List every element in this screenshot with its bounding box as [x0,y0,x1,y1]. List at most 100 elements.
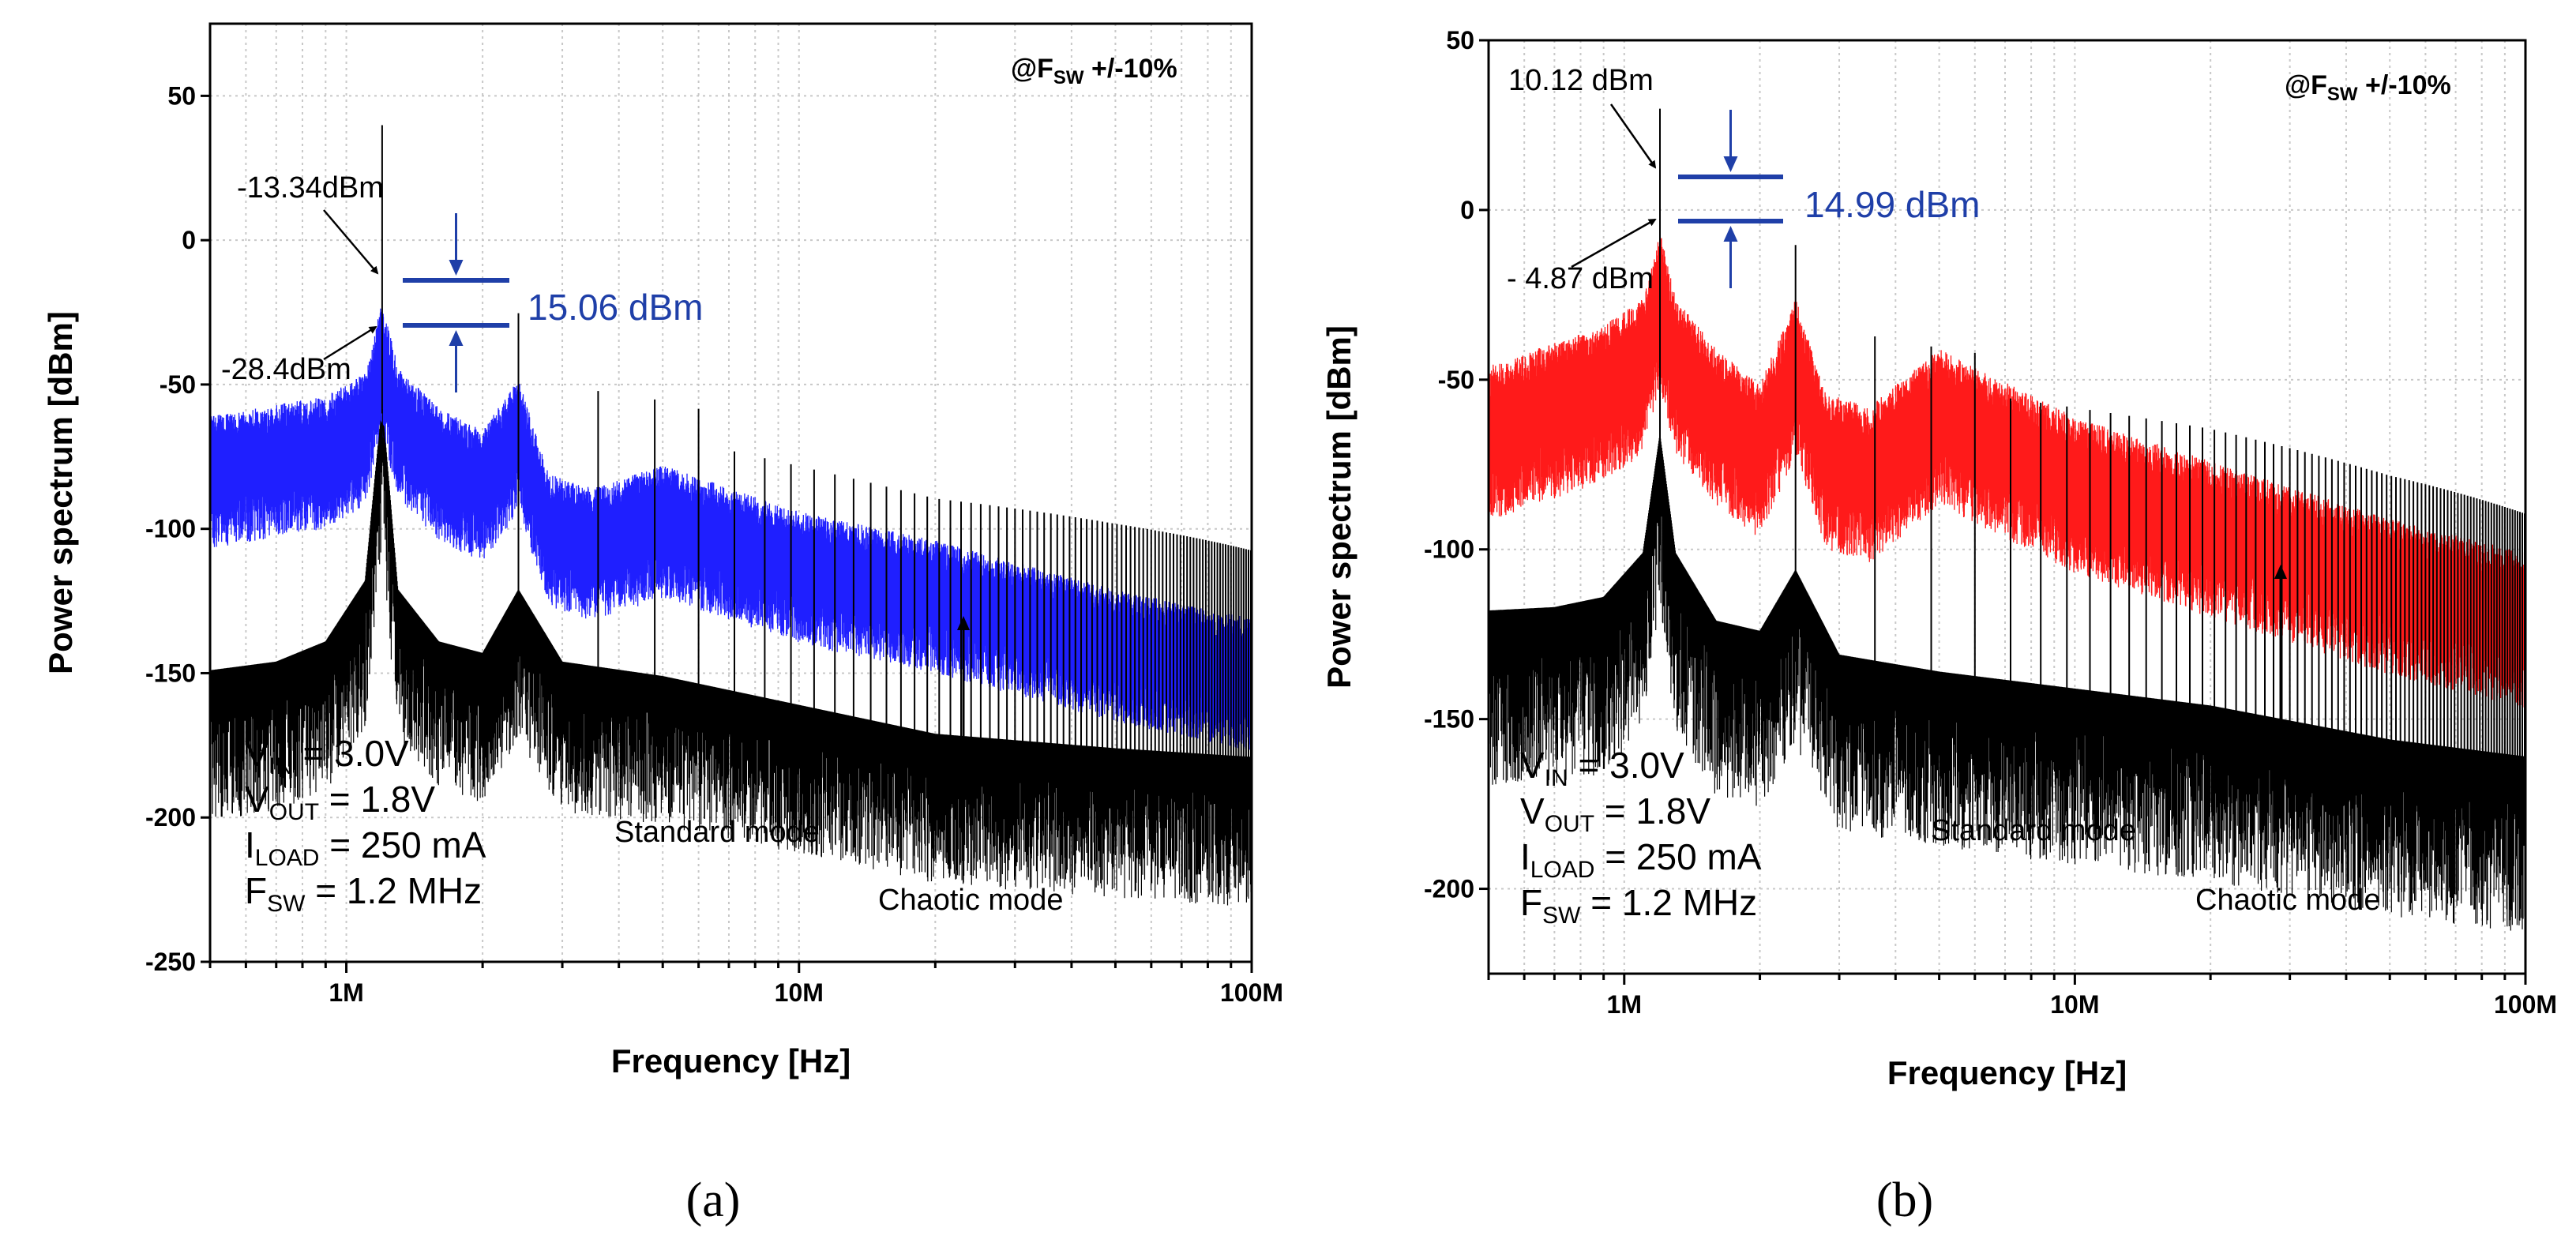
corner-label-prefix: @F [1011,54,1053,84]
plot-frame [208,22,1253,963]
condition-symbol: I [1520,836,1530,877]
y-axis: 50 0 -50 -100 -150 -200 [1424,26,1489,903]
corner-label: @FSW +/-10% [1011,54,1177,88]
peak-top-label: -13.34dBm [237,171,384,205]
condition-line: VIN = 3.0V [1520,745,1684,791]
condition-value: = 250 mA [1594,836,1761,877]
chaotic-mode-arrowhead [2274,565,2287,579]
x-tick-label: 1M [329,978,363,1007]
condition-subscript: OUT [1545,811,1594,837]
condition-symbol: I [245,824,255,865]
condition-subscript: LOAD [1530,857,1595,883]
y-tick-label: 50 [1446,26,1474,54]
x-tick-label: 10M [775,978,824,1007]
delta-arrowhead-down [1723,156,1738,172]
condition-line: VOUT = 1.8V [1520,790,1710,837]
corner-label-sub: SW [2327,84,2358,105]
y-tick-label: -50 [160,370,196,399]
delta-arrowhead-up [1723,226,1738,242]
condition-value: = 250 mA [319,824,486,865]
delta-label: 14.99 dBm [1804,184,1980,225]
y-tick-label: 0 [1460,196,1474,224]
condition-value: = 1.2 MHz [1580,882,1757,923]
x-tick-label: 100M [2494,990,2557,1019]
y-tick-label: -100 [145,515,196,543]
chaotic-mode-label: Chaotic mode [2195,884,2380,917]
condition-subscript: IN [1545,765,1568,791]
condition-line: ILOAD = 250 mA [1520,836,1762,883]
condition-symbol: V [1520,745,1545,786]
peak-top-arrow [323,209,379,275]
chaotic-mode-arrowhead [957,616,970,630]
condition-line: FSW = 1.2 MHz [1520,882,1757,929]
chart-panel-a: 50 0 -50 -100 -150 -200 -250 1M 10M 100M Frequency… [42,22,1283,1227]
corner-label-suffix: +/-10% [1084,54,1177,84]
series-standard-line [1488,452,2526,772]
condition-symbol: F [245,870,267,911]
y-tick-label: -100 [1424,535,1474,564]
y-tick-label: -250 [145,948,196,976]
condition-symbol: V [245,779,269,820]
condition-line: FSW = 1.2 MHz [245,870,482,917]
panel-label: (b) [1876,1173,1933,1227]
y-axis-label: Power spectrum [dBm] [1320,325,1357,689]
panel-label: (a) [686,1173,741,1227]
condition-subscript: OUT [269,799,319,825]
y-tick-label: -200 [145,803,196,832]
condition-symbol: F [1520,882,1542,923]
delta-arrowhead-up [449,330,464,346]
x-tick-label: 100M [1220,978,1283,1007]
y-tick-label: 0 [182,226,196,254]
condition-value: = 1.8V [1594,790,1710,832]
y-tick-label: -200 [1424,875,1474,903]
condition-value: = 3.0V [1568,745,1684,786]
condition-value: = 1.2 MHz [305,870,482,911]
condition-line: VOUT = 1.8V [245,779,435,825]
condition-value: = 1.8V [319,779,435,820]
x-axis: 1M 10M 100M [1487,974,2557,1019]
chaotic-mode-label: Chaotic mode [878,884,1063,917]
y-axis-label: Power spectrum [dBm] [42,311,79,674]
corner-label: @FSW +/-10% [2285,70,2451,105]
chart-panel-b: 50 0 -50 -100 -150 -200 1M 10M 100M Frequency [Hz… [1320,26,2557,1227]
y-axis: 50 0 -50 -100 -150 -200 -250 [145,81,210,976]
peak-top-arrow [1609,103,1657,169]
condition-line: VIN = 3.0V [245,733,409,779]
peak-low-label: - 4.87 dBm [1507,262,1654,295]
x-axis-label: Frequency [Hz] [611,1042,851,1079]
condition-line: ILOAD = 250 mA [245,824,486,871]
x-tick-label: 10M [2050,990,2099,1019]
condition-subscript: SW [267,891,306,917]
condition-value: = 3.0V [293,733,409,774]
standard-mode-label: Standard mode [1931,814,2136,847]
standard-mode-arrowhead [1990,693,2003,708]
peak-low-label: -28.4dBm [221,353,351,386]
standard-mode-label: Standard mode [614,816,820,849]
delta-arrowhead-down [449,260,464,276]
peak-top-label: 10.12 dBm [1508,64,1654,97]
corner-label-prefix: @F [2285,70,2327,100]
peak-low-arrow [1571,218,1657,268]
condition-symbol: V [245,733,269,774]
condition-subscript: LOAD [255,845,320,871]
delta-indicator: 14.99 dBm [1678,110,1980,288]
corner-label-suffix: +/-10% [2358,70,2451,100]
peak-low-arrow [323,325,377,361]
delta-label: 15.06 dBm [528,287,703,328]
condition-subscript: SW [1542,903,1581,929]
series-standard-harmonics [1659,108,2525,770]
delta-indicator: 15.06 dBm [403,213,703,392]
x-axis: 1M 10M 100M [208,962,1283,1007]
y-tick-label: -50 [1438,366,1474,394]
standard-mode-arrowhead [674,695,687,709]
condition-symbol: V [1520,790,1545,832]
condition-subscript: IN [269,753,293,779]
series-standard-line [209,419,1252,770]
y-tick-label: 50 [167,81,196,110]
y-tick-label: -150 [145,659,196,687]
corner-label-sub: SW [1053,67,1084,88]
plot-frame [1487,39,2527,975]
y-tick-label: -150 [1424,705,1474,734]
x-axis-label: Frequency [Hz] [1887,1054,2127,1091]
